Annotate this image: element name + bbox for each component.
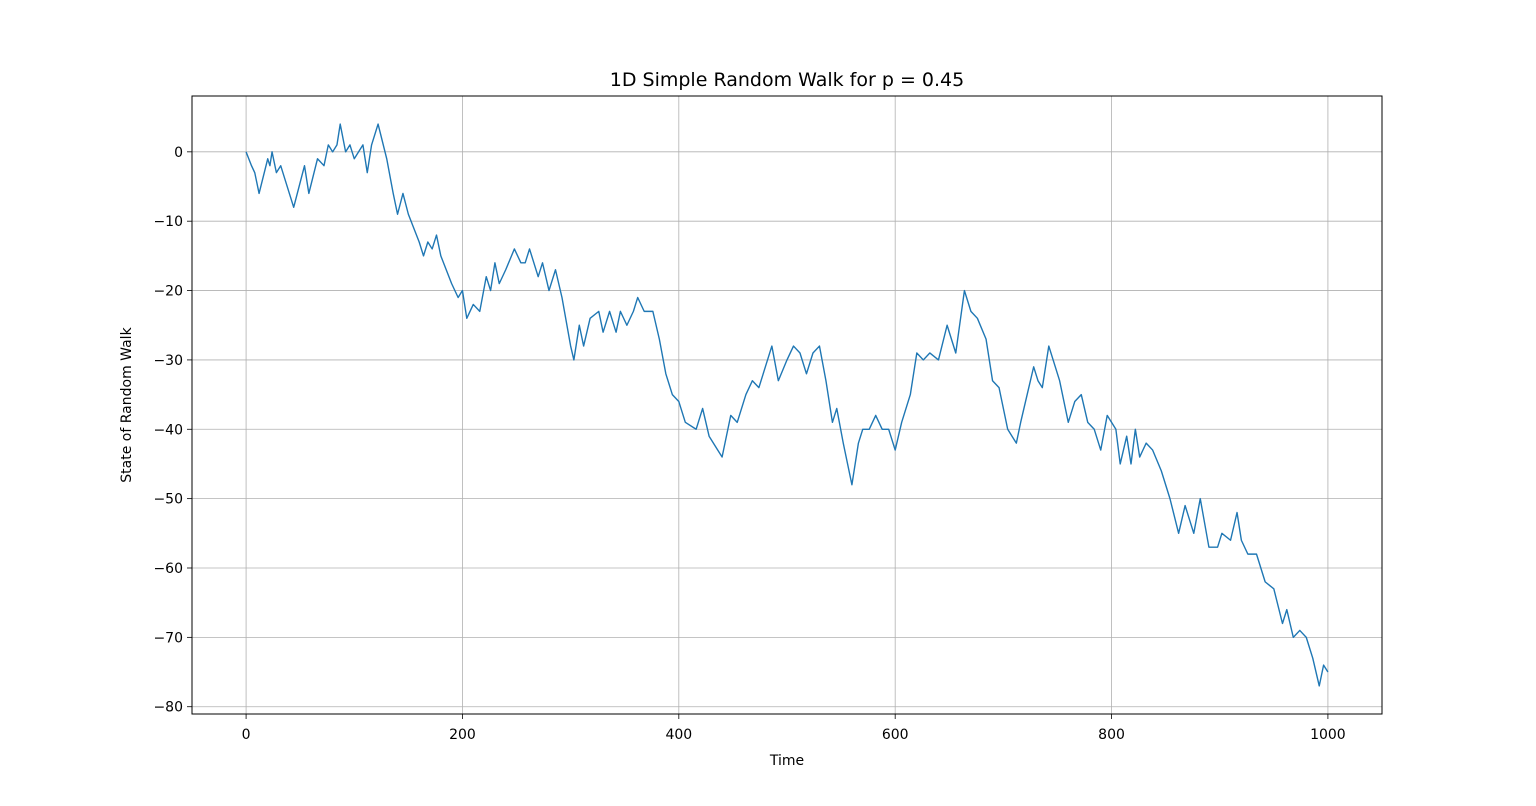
x-axis-label: Time xyxy=(769,753,804,769)
chart-title: 1D Simple Random Walk for p = 0.45 xyxy=(610,69,964,91)
x-tick-label: 600 xyxy=(882,727,909,743)
y-tick-label: 0 xyxy=(174,145,183,161)
x-tick-label: 1000 xyxy=(1310,727,1346,743)
y-tick-label: −10 xyxy=(153,214,183,230)
plot-frame xyxy=(191,95,1383,715)
y-tick-label: −40 xyxy=(153,422,183,438)
y-tick-label: −60 xyxy=(153,561,183,577)
x-tick-label: 0 xyxy=(242,727,251,743)
y-tick-label: −20 xyxy=(153,284,183,300)
y-tick-label: −50 xyxy=(153,492,183,508)
x-tick-label: 200 xyxy=(449,727,476,743)
x-tick-label: 800 xyxy=(1098,727,1125,743)
y-axis-label: State of Random Walk xyxy=(119,326,135,482)
x-tick-label: 400 xyxy=(665,727,692,743)
y-tick-label: −80 xyxy=(153,700,183,716)
line xyxy=(245,123,1329,687)
y-tick-label: −30 xyxy=(153,353,183,369)
y-tick-label: −70 xyxy=(153,630,183,646)
